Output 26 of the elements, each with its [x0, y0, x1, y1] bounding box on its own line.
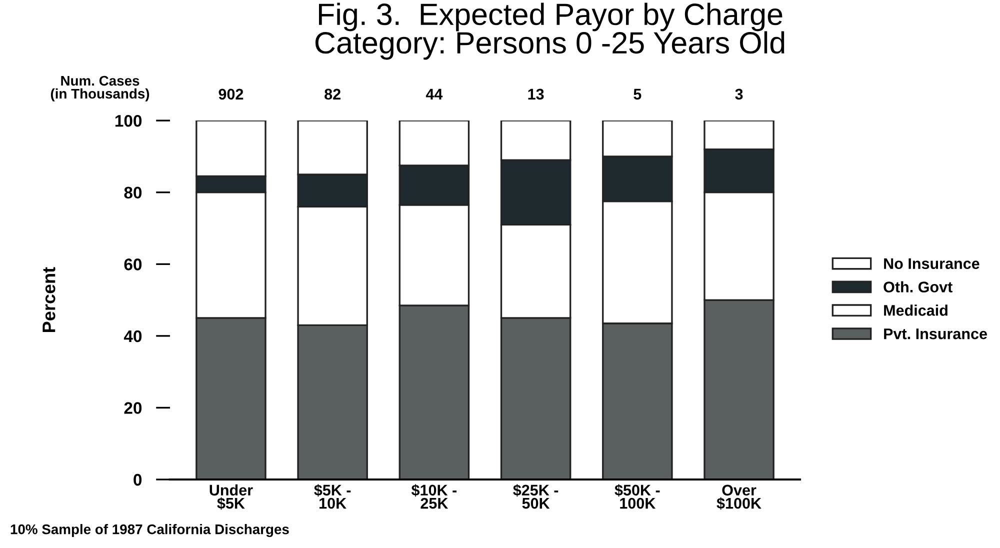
y-tick-label: 100	[115, 114, 142, 127]
y-tick-label: 0	[134, 474, 142, 486]
chart-title: Fig. 3. Expected Payor by Charge Category: Persons 0 -25 Years Old	[315, 2, 784, 60]
legend-label: Medicaid	[884, 304, 948, 316]
x-tick-label: $10K - 25K	[411, 484, 457, 509]
text: 902	[218, 88, 244, 100]
x-tick-label: $5K - 10K	[314, 484, 351, 509]
y-tick-label: 40	[124, 330, 142, 342]
y-tick-label: 60	[124, 258, 142, 270]
text: Num. Cases (in Thousands)	[50, 76, 150, 102]
text: 5	[634, 88, 642, 100]
legend-label: Pvt. Insurance	[884, 328, 987, 340]
legend-label: Oth. Govt	[884, 281, 952, 292]
y-axis-title: Percent	[42, 267, 56, 332]
text: 13	[528, 88, 544, 100]
x-tick-label: $50K - 100K	[614, 484, 660, 509]
text: 44	[426, 88, 443, 100]
text: 3	[735, 88, 743, 100]
x-tick-label: Over $100K	[716, 484, 762, 510]
text: 82	[324, 88, 340, 100]
x-tick-label: Under $5K	[210, 484, 253, 510]
legend-label: No Insurance	[884, 258, 980, 270]
y-tick-label: 20	[124, 402, 142, 414]
text: 10% Sample of 1987 California Discharges	[10, 524, 289, 538]
x-tick-label: $25K - 50K	[513, 484, 558, 509]
y-tick-label: 80	[124, 186, 142, 199]
